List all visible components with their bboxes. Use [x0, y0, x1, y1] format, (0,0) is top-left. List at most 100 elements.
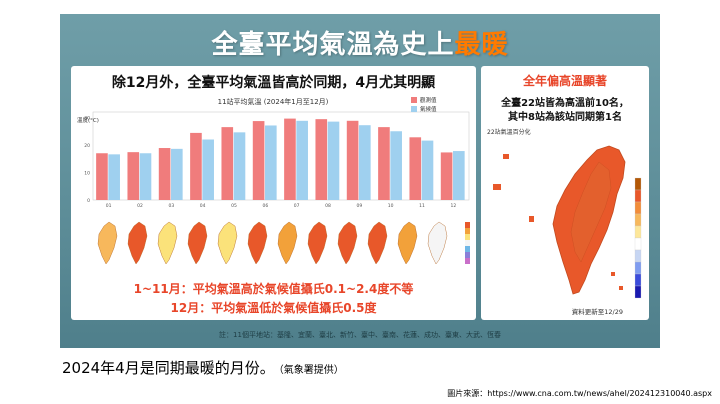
matsu-island: [503, 154, 509, 159]
monthly-mini-map: [217, 221, 238, 265]
monthly-mini-map: [397, 221, 418, 265]
map-scale-swatch: [634, 237, 642, 251]
bar: [171, 148, 183, 200]
mini-map-legend-swatch: [465, 222, 470, 228]
right-panel-subtitle-1: 全臺22站皆為高溫前10名，: [501, 98, 629, 109]
x-tick-label: 04: [200, 203, 206, 209]
monthly-mini-map: [127, 221, 148, 265]
left-panel-title: 除12月外，全臺平均氣溫皆高於同期，4月尤其明顯: [111, 75, 436, 91]
x-tick-label: 03: [168, 203, 174, 209]
map-scale-swatch: [634, 225, 642, 239]
bar: [252, 121, 265, 200]
x-tick-label: 06: [262, 203, 268, 209]
mini-map-legend-swatch: [465, 246, 470, 252]
map-scale-swatch: [634, 213, 642, 227]
legend-swatch: [411, 97, 417, 103]
bar: [265, 125, 277, 200]
caption-credit: （氣象署提供）: [278, 365, 344, 376]
headline-main: 全臺平均氣溫為史上: [211, 30, 455, 60]
y-axis-label: 溫度(°C): [77, 116, 99, 124]
map-scale-swatch: [634, 201, 642, 215]
left-panel: 除12月外，全臺平均氣溫皆高於同期，4月尤其明顯 11站平均氣溫 (2024年1…: [71, 66, 476, 320]
green-island: [611, 272, 615, 276]
infographic: 全臺平均氣溫為史上最暖 除12月外，全臺平均氣溫皆高於同期，4月尤其明顯 11站…: [60, 14, 660, 348]
x-tick-label: 10: [388, 203, 394, 209]
mini-map-legend-swatch: [465, 252, 470, 258]
footnote: 註：11個平地站：基隆、宜蘭、臺北、新竹、臺中、臺南、花蓮、成功、臺東、大武、恆…: [219, 331, 501, 339]
bar: [315, 119, 328, 200]
penghu-island: [529, 216, 534, 222]
bar: [440, 152, 453, 200]
bar: [96, 153, 108, 200]
caption: 2024年4月是同期最暖的月份。 （氣象署提供）: [62, 357, 344, 378]
legend-swatch: [411, 106, 417, 112]
monthly-mini-map: [157, 221, 178, 265]
x-tick-label: 12: [450, 203, 456, 209]
bar: [127, 152, 140, 200]
bar: [296, 120, 308, 200]
chart-title: 11站平均氣溫 (2024年1月至12月): [218, 97, 329, 106]
source-url: 圖片來源：https://www.cna.com.tw/news/ahel/20…: [447, 389, 712, 398]
map-scale-swatch: [634, 261, 642, 275]
mini-map-legend-swatch: [465, 240, 470, 246]
legend-label: 氣候值: [420, 105, 437, 113]
statement-2: 12月：平均氣溫低於氣候值攝氏0.5度: [170, 301, 377, 315]
plot-frame: [92, 111, 470, 201]
chart-area: 11站平均氣溫 (2024年1月至12月)溫度(°C)0102030觀測值氣候值…: [77, 96, 470, 265]
map-scale-swatch: [634, 273, 642, 287]
mini-map-legend-swatch: [465, 228, 470, 234]
headline: 全臺平均氣溫為史上最暖: [60, 24, 660, 61]
monthly-mini-map: [97, 221, 118, 265]
bar: [409, 137, 422, 200]
y-tick-label: 0: [87, 198, 90, 204]
bar: [453, 151, 465, 200]
updated-label: 資料更新至12/29: [572, 307, 623, 316]
map-scale-swatch: [634, 285, 642, 299]
right-panel: 全年偏高溫顯著 全臺22站皆為高溫前10名， 其中8站為該站同期第1名 22站氣…: [481, 66, 649, 320]
headline-highlight: 最暖: [454, 30, 509, 60]
monthly-mini-map: [427, 221, 448, 265]
bar: [390, 131, 402, 200]
monthly-mini-map: [187, 221, 208, 265]
monthly-mini-map: [277, 221, 298, 265]
map-scale-swatch: [634, 249, 642, 263]
taiwan-map-inner: [570, 161, 612, 263]
map-title: 22站氣溫百分化: [487, 128, 531, 136]
bar: [221, 127, 234, 200]
y-tick-label: 30: [84, 116, 90, 122]
bar: [378, 127, 390, 200]
bar: [346, 120, 359, 200]
map-scale-swatch: [634, 177, 642, 191]
right-panel-title: 全年偏高溫顯著: [522, 74, 607, 88]
bar: [202, 139, 214, 200]
bar: [190, 132, 202, 200]
x-tick-label: 02: [137, 203, 143, 209]
bar: [158, 148, 171, 200]
orchid-island: [619, 286, 623, 290]
percentile-color-scale: [634, 177, 642, 299]
x-tick-label: 07: [294, 203, 300, 209]
monthly-mini-map: [247, 221, 268, 265]
caption-text: 2024年4月是同期最暖的月份。: [62, 359, 275, 377]
statement-1: 1~11月：平均氣溫高於氣候值攝氏0.1~2.4度不等: [133, 282, 414, 296]
y-tick-label: 20: [84, 143, 90, 149]
y-tick-label: 10: [84, 171, 90, 177]
x-tick-label: 11: [419, 203, 425, 209]
bar: [421, 140, 434, 200]
mini-map-legend-swatch: [465, 234, 470, 240]
right-panel-subtitle-2: 其中8站為該站同期第1名: [508, 112, 622, 123]
bar: [284, 118, 296, 200]
taiwan-map-area: 22站氣溫百分化 資料更新至12/29: [487, 128, 642, 316]
mini-map-legend-swatch: [465, 258, 470, 264]
x-tick-label: 08: [325, 203, 331, 209]
x-tick-label: 05: [231, 203, 237, 209]
bar: [327, 121, 340, 200]
kinmen-island: [493, 184, 501, 190]
x-tick-label: 09: [356, 203, 362, 209]
x-tick-label: 01: [106, 203, 112, 209]
bar: [359, 125, 371, 200]
bar: [139, 153, 152, 200]
bar: [108, 154, 120, 200]
monthly-mini-map: [307, 221, 328, 265]
